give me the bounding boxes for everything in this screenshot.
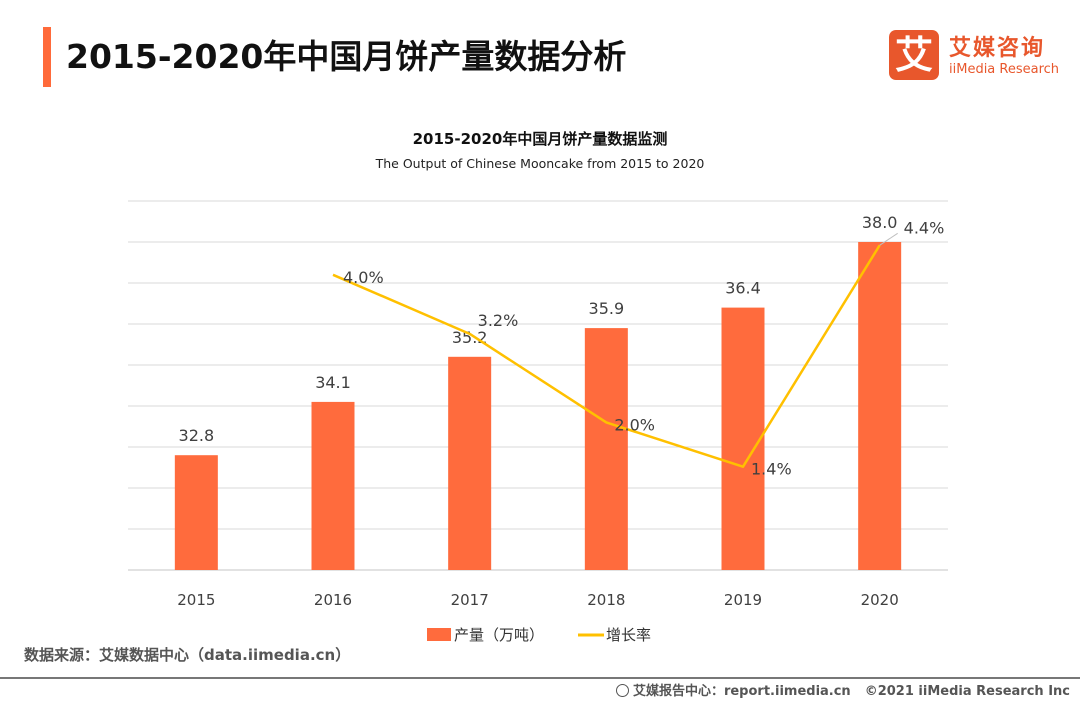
x-axis-ticks: 2015 2016 2017 2018 2019 2020 (177, 591, 899, 609)
line-data-labels: 4.0% 3.2% 2.0% 1.4% 4.4% (343, 218, 944, 478)
bar-2015 (174, 455, 218, 570)
bar-2020 (858, 242, 902, 570)
line-label-2018: 2.0% (614, 415, 655, 434)
x-tick-2016: 2016 (314, 591, 352, 609)
footer-divider (0, 677, 1080, 679)
data-source: 数据来源：艾媒数据中心（data.iimedia.cn） (24, 646, 351, 664)
title-accent-bar (43, 27, 51, 87)
bar-label-2018: 35.9 (589, 299, 625, 318)
copyright: ©2021 iiMedia Research Inc (864, 684, 1070, 699)
bar-series (174, 242, 902, 570)
bar-2016 (311, 401, 355, 570)
line-label-2019: 1.4% (751, 460, 792, 479)
x-tick-2017: 2017 (451, 591, 489, 609)
bar-label-2017: 35.2 (452, 328, 488, 347)
line-label-2020: 4.4% (904, 218, 945, 237)
x-tick-2015: 2015 (177, 591, 215, 609)
report-center-link[interactable]: 艾媒报告中心：report.iimedia.cn (632, 684, 851, 699)
growth-rate-line (332, 244, 881, 468)
line-series (332, 244, 881, 468)
chart-title: 2015-2020年中国月饼产量数据监测 (412, 130, 668, 148)
globe-icon (615, 684, 629, 697)
footer: 艾媒报告中心：report.iimedia.cn ©2021 iiMedia Re… (602, 680, 1070, 699)
x-tick-2019: 2019 (724, 591, 762, 609)
iimedia-logo[interactable]: 艾 艾媒咨询 iiMedia Research (889, 30, 1069, 80)
leader-line (879, 232, 898, 246)
chart-subtitle: The Output of Chinese Mooncake from 2015… (375, 156, 705, 171)
line-label-2017: 3.2% (478, 311, 519, 330)
page-title: 2015-2020年中国月饼产量数据分析 (66, 37, 627, 76)
bar-label-2015: 32.8 (179, 426, 215, 445)
bar-2017 (448, 356, 492, 570)
line-label-2016: 4.0% (343, 268, 384, 287)
logo-chinese-name: 艾媒咨询 (949, 36, 1046, 61)
bar-data-labels: 32.8 34.1 35.2 35.9 36.4 38.0 (179, 213, 898, 445)
bar-2018 (584, 328, 628, 570)
bar-2019 (721, 307, 765, 570)
bar-label-2016: 34.1 (315, 373, 351, 392)
legend-line-label: 增长率 (606, 626, 651, 644)
legend: 产量（万吨） 增长率 (427, 626, 651, 644)
bar-label-2020: 38.0 (862, 213, 898, 232)
bar-label-2019: 36.4 (725, 279, 761, 298)
gridlines (128, 200, 948, 571)
x-tick-2018: 2018 (587, 591, 625, 609)
legend-bar-label: 产量（万吨） (454, 626, 544, 644)
logo-english-name: iiMedia Research (949, 62, 1060, 77)
legend-bar-swatch (427, 628, 451, 641)
logo-mark-icon: 艾 (889, 30, 939, 80)
x-tick-2020: 2020 (861, 591, 899, 609)
